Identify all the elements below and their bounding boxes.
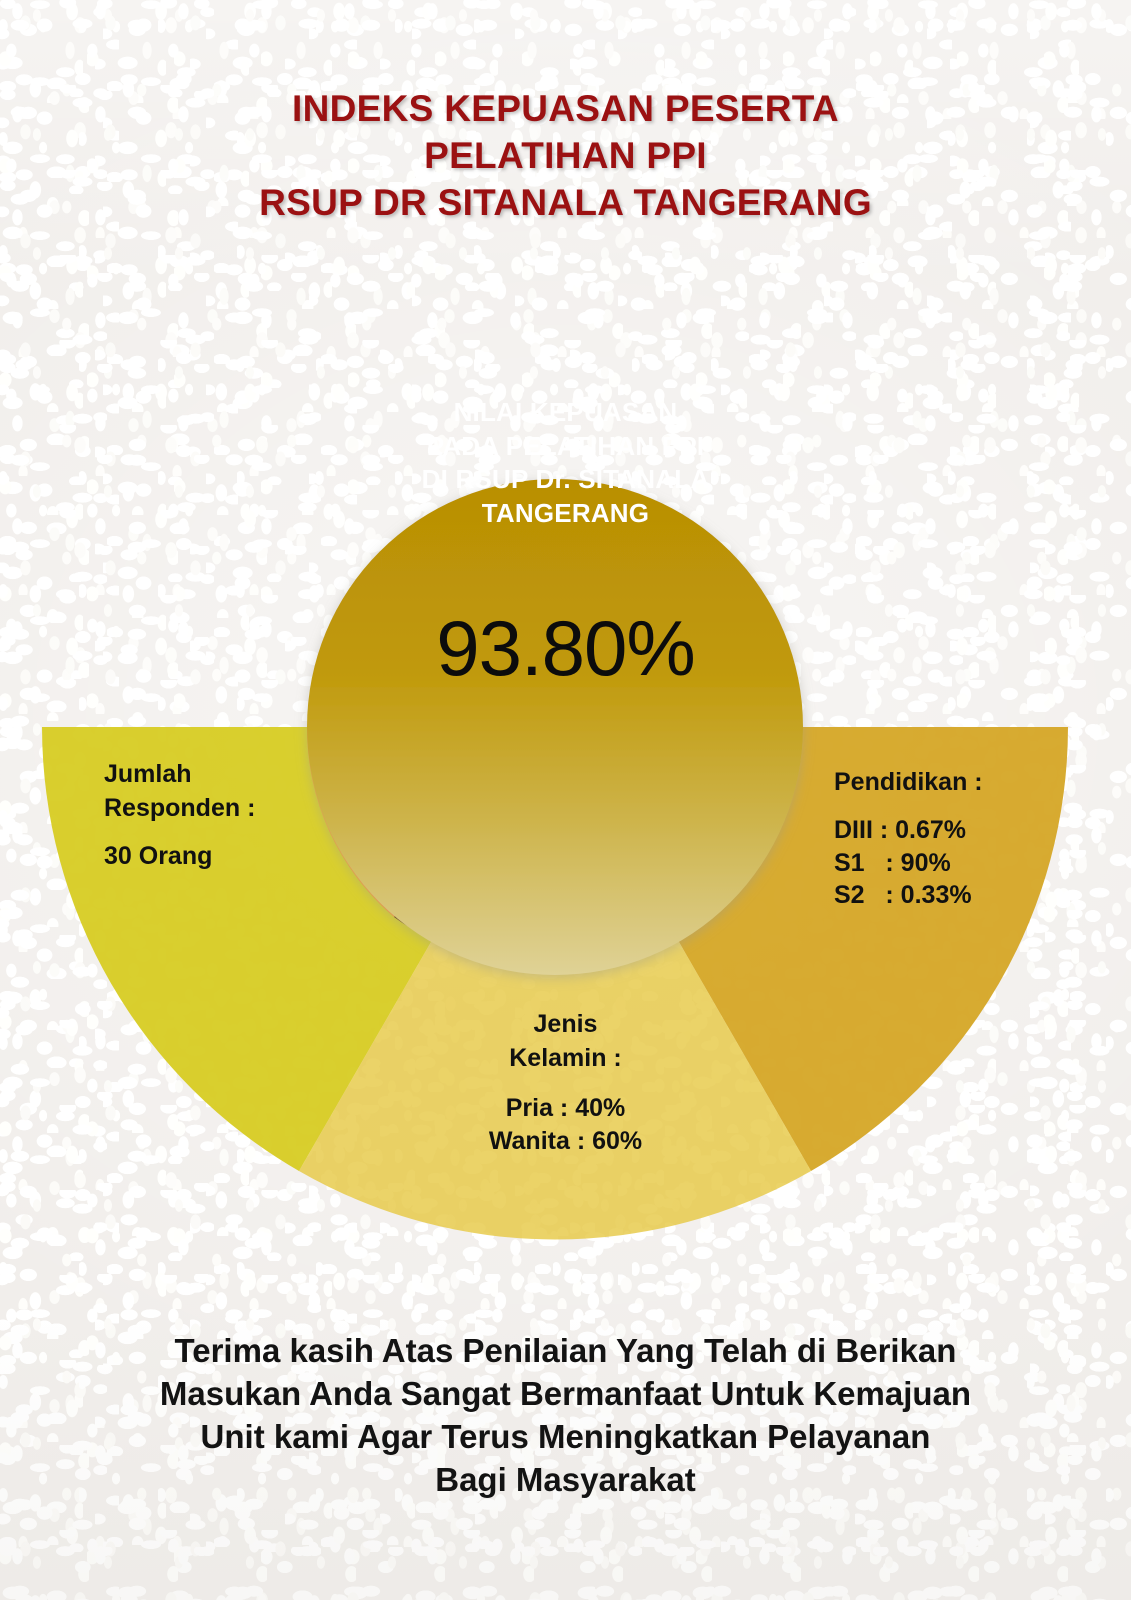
spacer <box>0 1075 1131 1092</box>
title-line-1: INDEKS KEPUASAN PESERTA <box>292 88 839 129</box>
callout-gender-heading-line-1: Jenis <box>533 1010 598 1038</box>
gender-pria: Pria : 40% <box>505 1094 626 1122</box>
callout-responden: Jumlah Responden : 30 Orang <box>104 757 255 873</box>
callout-responden-heading: Jumlah Responden : <box>104 757 255 825</box>
spacer <box>834 799 983 814</box>
page-title: INDEKS KEPUASAN PESERTA PELATIHAN PPI RS… <box>0 86 1131 227</box>
callout-pendidikan: Pendidikan : DIII : 0.67% S1 : 90% S2 : … <box>834 765 983 912</box>
callout-gender-heading-line-2: Kelamin : <box>509 1043 622 1072</box>
pendidikan-s2: S2 : 0.33% <box>834 881 972 909</box>
spacer <box>104 825 255 840</box>
footer-message: Terima kasih Atas Penilaian Yang Telah d… <box>0 1330 1131 1502</box>
callout-pendidikan-heading-line-1: Pendidikan : <box>834 768 983 796</box>
callout-gender-values: Pria : 40% Wanita : 60% <box>0 1092 1131 1157</box>
callout-responden-values: 30 Orang <box>104 840 255 873</box>
center-circle <box>307 479 803 975</box>
callout-gender-heading: Jenis Kelamin : <box>0 1008 1131 1075</box>
pendidikan-diii: DIII : 0.67% <box>834 816 966 844</box>
callout-responden-heading-line-2: Responden : <box>104 794 256 822</box>
footer-line-3: Unit kami Agar Terus Meningkatkan Pelaya… <box>200 1417 931 1455</box>
wedge-gender <box>299 727 811 1240</box>
callout-gender: Jenis Kelamin : Pria : 40% Wanita : 60% <box>0 1008 1131 1157</box>
footer-line-4: Bagi Masyarakat <box>435 1460 696 1498</box>
gender-wanita: Wanita : 60% <box>488 1126 643 1155</box>
callout-pendidikan-values: DIII : 0.67% S1 : 90% S2 : 0.33% <box>834 814 983 912</box>
title-line-2: PELATIHAN PPI <box>424 134 707 176</box>
footer-line-2: Masukan Anda Sangat Bermanfaat Untuk Kem… <box>159 1374 972 1412</box>
callout-responden-heading-line-1: Jumlah <box>104 760 192 788</box>
pendidikan-s1: S1 : 90% <box>834 848 951 877</box>
responden-count: 30 Orang <box>104 842 213 870</box>
title-line-3: RSUP DR SITANALA TANGERANG <box>259 181 872 223</box>
footer-line-1: Terima kasih Atas Penilaian Yang Telah d… <box>174 1332 957 1369</box>
callout-pendidikan-heading: Pendidikan : <box>834 765 983 799</box>
